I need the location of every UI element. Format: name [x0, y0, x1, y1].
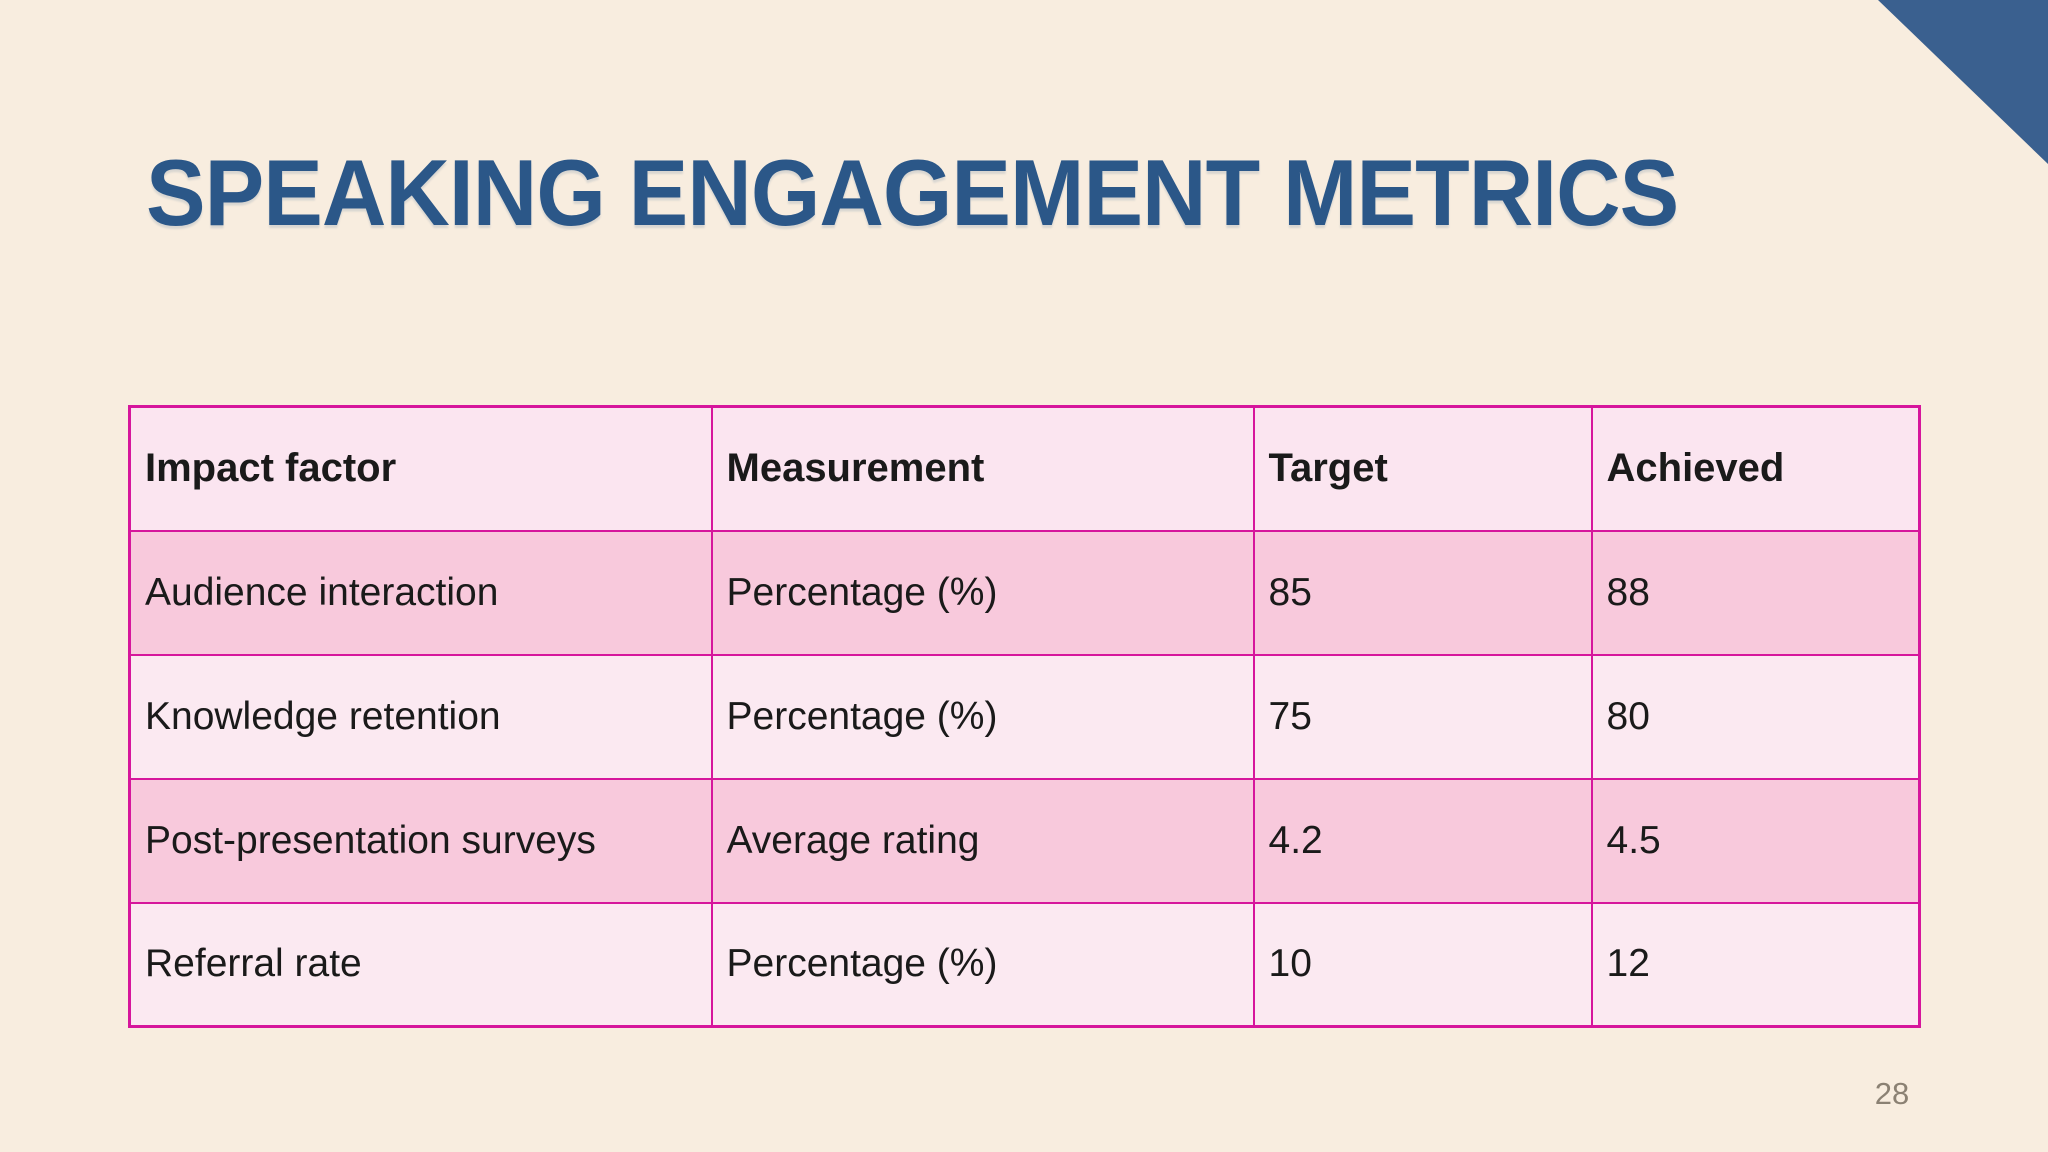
table-row: Referral rate Percentage (%) 10 12: [128, 901, 1921, 1028]
table-row: Post-presentation surveys Average rating…: [128, 777, 1921, 904]
table-cell-measurement: Percentage (%): [710, 529, 1255, 656]
table-row: Knowledge retention Percentage (%) 75 80: [128, 653, 1921, 780]
column-header-target: Target: [1252, 405, 1593, 532]
column-header-measurement: Measurement: [710, 405, 1255, 532]
table-cell-impact-factor: Referral rate: [128, 901, 713, 1028]
table-cell-achieved: 80: [1590, 653, 1921, 780]
table-row: Audience interaction Percentage (%) 85 8…: [128, 529, 1921, 656]
column-header-achieved: Achieved: [1590, 405, 1921, 532]
column-header-impact-factor: Impact factor: [128, 405, 713, 532]
table-cell-achieved: 4.5: [1590, 777, 1921, 904]
table-cell-measurement: Average rating: [710, 777, 1255, 904]
table-cell-achieved: 12: [1590, 901, 1921, 1028]
table-header-row: Impact factor Measurement Target Achieve…: [128, 405, 1921, 532]
table-cell-target: 85: [1252, 529, 1593, 656]
table-cell-measurement: Percentage (%): [710, 901, 1255, 1028]
table-cell-target: 4.2: [1252, 777, 1593, 904]
metrics-table: Impact factor Measurement Target Achieve…: [128, 405, 1921, 1028]
table-cell-impact-factor: Audience interaction: [128, 529, 713, 656]
table-cell-achieved: 88: [1590, 529, 1921, 656]
table-cell-impact-factor: Knowledge retention: [128, 653, 713, 780]
table-cell-measurement: Percentage (%): [710, 653, 1255, 780]
corner-triangle-decoration: [1878, 0, 2048, 164]
page-number: 28: [1874, 1076, 1910, 1111]
table-cell-target: 10: [1252, 901, 1593, 1028]
table-cell-target: 75: [1252, 653, 1593, 780]
table-cell-impact-factor: Post-presentation surveys: [128, 777, 713, 904]
slide-title: SPEAKING ENGAGEMENT METRICS: [146, 140, 1679, 245]
